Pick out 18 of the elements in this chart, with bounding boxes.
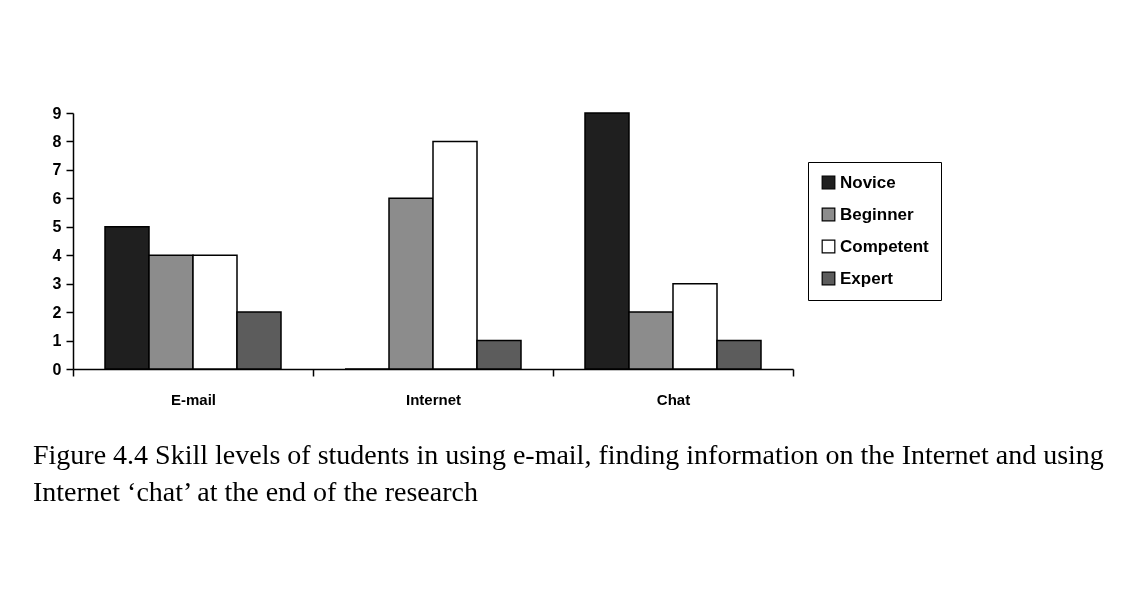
y-tick-label: 1 [52, 332, 62, 350]
y-tick-label: 2 [52, 303, 62, 321]
y-tick-label: 9 [52, 104, 62, 122]
x-tick-label: Internet [405, 390, 462, 408]
y-tick-label: 5 [52, 218, 62, 236]
legend-label: Competent [840, 236, 930, 256]
legend-label: Expert [840, 268, 894, 288]
y-tick-label: 0 [52, 360, 62, 378]
y-tick-label: 4 [52, 246, 62, 264]
y-tick-label: 8 [52, 132, 62, 150]
y-tick-label: 3 [52, 275, 62, 293]
x-tick-label: Chat [656, 390, 691, 408]
legend-label: Beginner [840, 204, 915, 224]
caption: Figure 4.4 Skill levels of students in using e-mail, finding information on the Internet and using Internet ‘chat’ at the end of the research [33, 439, 1104, 507]
x-tick-label: E-mail [170, 390, 217, 408]
y-tick-label: 7 [52, 161, 62, 179]
legend-label: Novice [840, 172, 896, 192]
y-tick-label: 6 [52, 189, 62, 207]
